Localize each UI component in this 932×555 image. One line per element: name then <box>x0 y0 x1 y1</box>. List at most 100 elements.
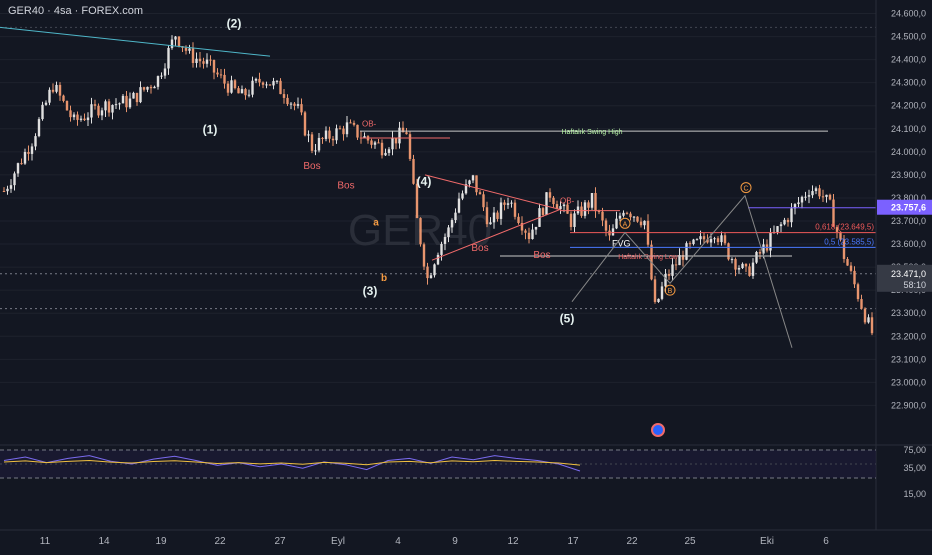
abc-marker <box>740 182 752 194</box>
candle-body <box>727 243 730 260</box>
candle-body <box>639 221 643 226</box>
candle-body <box>496 212 499 219</box>
candle-body <box>716 238 720 243</box>
candle-body <box>807 195 811 197</box>
candle-body <box>548 192 552 198</box>
candle-body <box>212 60 216 73</box>
candle-body <box>856 284 860 300</box>
candle-body <box>23 152 27 164</box>
candle-body <box>363 136 366 139</box>
abc-label: B <box>668 288 673 295</box>
time-tick-label: 6 <box>823 536 829 547</box>
candle-body <box>251 80 254 95</box>
candle-body <box>398 127 401 144</box>
candle-body <box>426 266 429 279</box>
candle-body <box>629 213 632 218</box>
candle-body <box>419 218 422 245</box>
candle-body <box>58 84 62 96</box>
candle-body <box>321 137 324 139</box>
price-tick-label: 23.200,0 <box>891 331 926 341</box>
candle-body <box>842 239 846 259</box>
candle-body <box>219 74 223 76</box>
candle-body <box>440 243 443 255</box>
candle-body <box>450 220 454 228</box>
candle-body <box>328 130 331 139</box>
candle-body <box>688 243 692 245</box>
candle-body <box>412 158 415 184</box>
price-tick-label: 23.700,0 <box>891 216 926 226</box>
rsi-tick-label: 75,00 <box>903 445 926 455</box>
candle-body <box>97 105 100 116</box>
candle-body <box>268 84 272 86</box>
candle-body <box>814 188 818 192</box>
price-tick-label: 23.000,0 <box>891 377 926 387</box>
candle-body <box>149 86 153 89</box>
alert-marker <box>651 423 665 437</box>
candle-body <box>618 215 622 219</box>
candle-body <box>191 48 195 63</box>
current-price-badge-bg <box>877 264 932 292</box>
candle-body <box>349 122 352 124</box>
time-tick-label: 22 <box>626 536 638 547</box>
candle-body <box>188 48 191 51</box>
candle-body <box>454 212 457 221</box>
candle-body <box>342 128 345 135</box>
abc-marker <box>619 217 631 229</box>
candle-body <box>580 206 583 216</box>
bos-label: Bos <box>337 181 354 192</box>
candle-body <box>457 198 461 213</box>
candle-body <box>387 149 391 153</box>
candle-body <box>324 130 328 139</box>
candle-body <box>370 140 373 145</box>
candle-body <box>681 255 685 260</box>
wave-label: (2) <box>227 16 242 30</box>
candle-body <box>310 134 314 151</box>
candle-body <box>636 216 639 222</box>
candle-body <box>748 266 751 276</box>
candle-body <box>223 74 226 84</box>
price-tick-label: 24.600,0 <box>891 9 926 19</box>
candle-body <box>860 299 863 309</box>
candle-body <box>202 61 205 64</box>
candle-body <box>338 128 342 130</box>
candle-body <box>429 275 433 279</box>
candle-body <box>485 207 489 225</box>
candle-body <box>90 104 93 118</box>
candle-body <box>114 104 118 106</box>
candle-body <box>121 95 125 104</box>
price-tick-label: 24.000,0 <box>891 147 926 157</box>
rsi-tick-label: 15,00 <box>903 489 926 499</box>
candle-body <box>317 137 321 151</box>
price-tick-label: 23.100,0 <box>891 354 926 364</box>
candle-body <box>195 58 198 63</box>
candle-body <box>667 273 671 276</box>
candle-body <box>335 128 338 141</box>
candle-body <box>632 216 636 218</box>
candle-body <box>811 191 814 196</box>
trendline <box>0 26 271 57</box>
candle-body <box>394 137 398 144</box>
candle-body <box>405 132 408 135</box>
candle-body <box>800 196 804 203</box>
candle-body <box>170 39 174 48</box>
candle-body <box>167 47 170 69</box>
candle-body <box>569 213 573 227</box>
candle-body <box>783 219 786 225</box>
time-tick-label: 17 <box>567 536 579 547</box>
candle-body <box>730 259 734 261</box>
candle-body <box>692 239 695 245</box>
candle-body <box>37 119 41 137</box>
candle-body <box>174 36 177 40</box>
rsi-ma-line <box>3 459 581 466</box>
candle-body <box>230 80 233 93</box>
wave-label: (4) <box>417 174 432 188</box>
candle-body <box>471 175 475 181</box>
candle-body <box>587 202 590 208</box>
candle-body <box>156 76 160 87</box>
candle-body <box>699 236 702 240</box>
candle-body <box>153 86 156 89</box>
swing-high-label: Haftalık Swing High <box>561 129 622 136</box>
high-marker-badge-bg <box>877 199 932 215</box>
